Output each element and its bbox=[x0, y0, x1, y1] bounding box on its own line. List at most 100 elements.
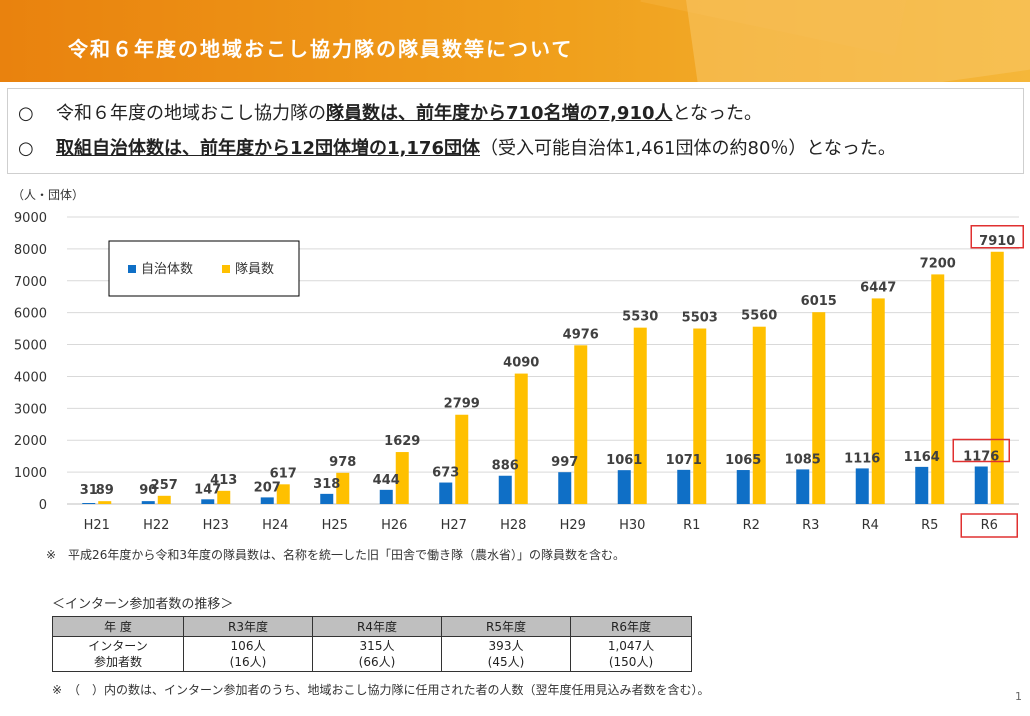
table-row: インターン 参加者数 106人 (16人) 315人 (66人) 393人 (45人) … bbox=[52, 636, 692, 672]
bar-municipalities bbox=[796, 469, 810, 504]
y-tick-label: 5000 bbox=[14, 339, 47, 354]
y-tick-label: 7000 bbox=[14, 275, 47, 290]
bar-members bbox=[871, 298, 885, 504]
bar-members bbox=[157, 495, 171, 504]
bar-members bbox=[98, 501, 112, 504]
data-label-members: 7910 bbox=[979, 234, 1015, 249]
intern-table: 年 度 R3年度 R4年度 R5年度 R6年度 インターン 参加者数 106人 (1… bbox=[52, 616, 692, 672]
table-header-cell: R5年度 bbox=[441, 616, 571, 637]
title-banner: 令和６年度の地域おこし協力隊の隊員数等について bbox=[0, 0, 1030, 82]
data-label-members: 4976 bbox=[563, 327, 599, 342]
page-title: 令和６年度の地域おこし協力隊の隊員数等について bbox=[68, 37, 574, 61]
table-cell: 106人 (16人) bbox=[183, 636, 313, 672]
table-header-cell: 年 度 bbox=[52, 616, 184, 637]
bar-municipalities bbox=[558, 472, 572, 504]
bar-members bbox=[812, 312, 826, 504]
table-cell: 393人 (45人) bbox=[441, 636, 571, 672]
data-label-members: 4090 bbox=[503, 356, 539, 371]
x-tick-label: H26 bbox=[381, 518, 407, 533]
data-label-municipalities: 673 bbox=[432, 466, 459, 481]
data-label-municipalities: 1164 bbox=[904, 450, 940, 465]
x-tick-label: H23 bbox=[203, 518, 229, 533]
summary-highlight: 隊員数は、前年度から710名増の7,910人 bbox=[326, 103, 673, 124]
data-label-municipalities: 90 bbox=[139, 483, 157, 498]
bar-municipalities bbox=[201, 499, 215, 504]
bar-municipalities bbox=[260, 497, 274, 504]
data-label-members: 413 bbox=[210, 473, 237, 488]
y-tick-label: 8000 bbox=[14, 243, 47, 258]
data-label-municipalities: 1061 bbox=[606, 453, 642, 468]
x-tick-label: H25 bbox=[322, 518, 348, 533]
summary-highlight: 取組自治体数は、前年度から12団体増の1,176団体 bbox=[56, 138, 480, 159]
highlight-box-members bbox=[970, 225, 1024, 249]
cell-appointed: (16人) bbox=[229, 655, 267, 669]
legend-swatch-municipalities bbox=[128, 265, 136, 273]
bar-members bbox=[574, 345, 588, 504]
row-label: インターン 参加者数 bbox=[52, 636, 184, 672]
bar-members bbox=[217, 490, 231, 504]
bar-municipalities bbox=[736, 470, 750, 504]
data-label-members: 257 bbox=[151, 478, 178, 493]
table-header-cell: R4年度 bbox=[312, 616, 442, 637]
bar-municipalities bbox=[379, 489, 393, 504]
bar-municipalities bbox=[855, 468, 869, 504]
bar-chart: （人・団体） 0 1000 2000 3000 4000 5000 6000 7000 8000… bbox=[12, 188, 1024, 538]
x-tick-label: H27 bbox=[441, 518, 467, 533]
data-label-municipalities: 147 bbox=[194, 482, 221, 497]
x-tick-label: H28 bbox=[500, 518, 526, 533]
data-label-members: 1629 bbox=[384, 434, 420, 449]
banner-decoration bbox=[681, 0, 1030, 82]
table-footnote: ※ （ ）内の数は、インターン参加者のうち、地域おこし協力隊に任用された者の人数… bbox=[52, 683, 710, 697]
data-label-municipalities: 31 bbox=[80, 483, 98, 498]
table-cell: 1,047人 (150人) bbox=[570, 636, 692, 672]
bar-municipalities bbox=[141, 501, 155, 504]
x-tick-label: H24 bbox=[262, 518, 288, 533]
data-label-members: 5560 bbox=[741, 309, 777, 324]
cell-appointed: (66人) bbox=[358, 655, 396, 669]
x-tick-label: H29 bbox=[560, 518, 586, 533]
x-tick-label: H30 bbox=[619, 518, 645, 533]
y-tick-label: 9000 bbox=[14, 211, 47, 226]
x-tick-label: H22 bbox=[143, 518, 169, 533]
bar-municipalities bbox=[498, 475, 512, 504]
data-label-members: 5503 bbox=[682, 311, 718, 326]
x-tick-label: R1 bbox=[683, 518, 700, 533]
highlight-box-category bbox=[960, 513, 1018, 538]
bar-municipalities bbox=[915, 466, 929, 504]
data-label-municipalities: 1065 bbox=[725, 453, 761, 468]
data-label-municipalities: 444 bbox=[373, 473, 400, 488]
legend-label-members: 隊員数 bbox=[235, 261, 274, 277]
page-number: 1 bbox=[1015, 690, 1022, 703]
bar-members bbox=[990, 251, 1004, 504]
x-tick-label: R5 bbox=[921, 518, 938, 533]
data-label-municipalities: 207 bbox=[254, 480, 281, 495]
summary-text: （受入可能自治体1,461団体の約80％）となった。 bbox=[479, 138, 896, 159]
data-label-municipalities: 1085 bbox=[785, 452, 821, 467]
summary-line-1: ○ 令和６年度の地域おこし協力隊の隊員数は、前年度から710名増の7,910人とな… bbox=[18, 99, 762, 125]
table-header-cell: R3年度 bbox=[183, 616, 313, 637]
x-tick-label: H21 bbox=[84, 518, 110, 533]
data-label-municipalities: 1071 bbox=[666, 453, 702, 468]
legend: 自治体数 隊員数 bbox=[108, 240, 300, 297]
legend-box bbox=[108, 240, 300, 297]
table-header-row: 年 度 R3年度 R4年度 R5年度 R6年度 bbox=[52, 616, 692, 637]
summary-line-2: ○ 取組自治体数は、前年度から12団体増の1,176団体（受入可能自治体1,461… bbox=[18, 134, 896, 160]
chart-footnote: ※ 平成26年度から令和3年度の隊員数は、名称を統一した旧「田舎で働き隊（農水省… bbox=[46, 548, 625, 562]
data-label-municipalities: 886 bbox=[492, 459, 519, 474]
y-tick-label: 3000 bbox=[14, 402, 47, 417]
data-label-members: 6015 bbox=[801, 294, 837, 309]
x-tick-label: R6 bbox=[981, 518, 998, 533]
bar-municipalities bbox=[974, 466, 988, 504]
table-cell: 315人 (66人) bbox=[312, 636, 442, 672]
bar-members bbox=[693, 328, 707, 504]
x-tick-label: R2 bbox=[743, 518, 760, 533]
highlight-box-municipalities bbox=[952, 438, 1010, 463]
cell-count: 393人 bbox=[488, 639, 524, 653]
legend-label-municipalities: 自治体数 bbox=[141, 262, 193, 277]
bar-members bbox=[931, 274, 945, 504]
summary-text: となった。 bbox=[672, 103, 762, 124]
cell-count: 106人 bbox=[230, 639, 266, 653]
cell-appointed: (45人) bbox=[487, 655, 525, 669]
bar-municipalities bbox=[439, 482, 453, 504]
bar-members bbox=[752, 326, 766, 504]
